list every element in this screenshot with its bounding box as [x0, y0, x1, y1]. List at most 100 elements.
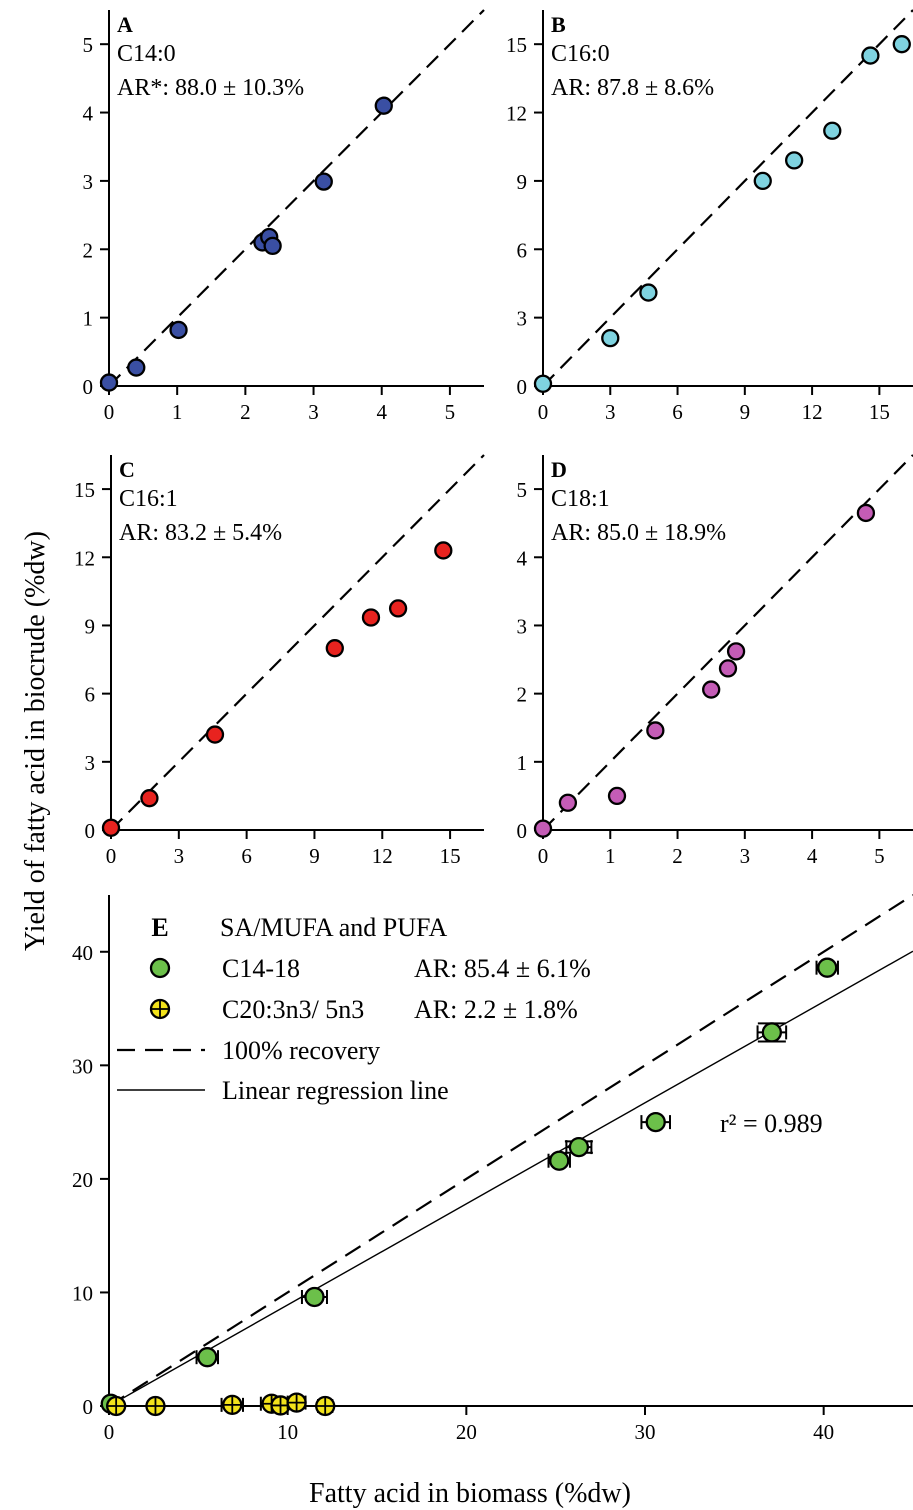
- x-tick-label-b: 0: [538, 400, 549, 424]
- legend-series-name: C20:3n3/ 5n3: [222, 995, 364, 1024]
- y-tick-label-b: 6: [517, 238, 528, 262]
- x-tick-label-a: 0: [104, 400, 115, 424]
- y-tick-label-d: 0: [517, 819, 528, 843]
- data-point-a: [99, 373, 119, 392]
- data-point-d: [607, 786, 627, 806]
- one-to-one-line-c: [110, 454, 485, 831]
- data-point-c: [101, 818, 121, 837]
- y-tick-label-c: 6: [85, 683, 96, 707]
- legend-series-ar: AR: 2.2 ± 1.8%: [414, 995, 578, 1024]
- legend-title: SA/MUFA and PUFA: [220, 913, 448, 942]
- x-tick-label-a: 3: [308, 400, 319, 424]
- x-tick-label-e: 0: [104, 1420, 115, 1444]
- x-tick-label-a: 2: [240, 400, 251, 424]
- x-tick-label-b: 6: [672, 400, 683, 424]
- data-point-d: [702, 680, 721, 699]
- panel-annotation-a: AR*: 88.0 ± 10.3%: [117, 75, 304, 101]
- y-tick-label-d: 1: [517, 751, 528, 775]
- y-tick-label-e: 10: [72, 1281, 93, 1305]
- legend-e: E SA/MUFA and PUFA C14-18 AR: 85.4 ± 6.1% C2…: [117, 913, 591, 1105]
- data-point-b: [785, 151, 804, 170]
- y-tick-label-b: 0: [517, 375, 528, 399]
- y-tick-label-a: 4: [83, 102, 94, 126]
- data-point-d: [856, 503, 876, 523]
- x-tick-label-a: 1: [172, 400, 183, 424]
- legend-line-name: 100% recovery: [222, 1036, 380, 1065]
- data-point-c: [388, 599, 408, 618]
- data-point-d: [718, 659, 738, 678]
- recovery-line: [108, 894, 913, 1407]
- legend-line-name: Linear regression line: [222, 1076, 449, 1105]
- data-point-d: [726, 642, 746, 661]
- y-tick-label-c: 3: [85, 751, 96, 775]
- data-point-a: [263, 236, 282, 256]
- y-tick-label-d: 2: [517, 683, 528, 707]
- y-tick-label-e: 20: [72, 1168, 93, 1192]
- x-tick-label-c: 3: [174, 844, 185, 868]
- y-tick-label-d: 3: [517, 614, 528, 638]
- y-tick-label-b: 3: [517, 307, 528, 331]
- legend-marker: [149, 957, 171, 979]
- y-tick-label-e: 0: [83, 1395, 94, 1419]
- x-tick-label-e: 40: [813, 1420, 834, 1444]
- panel-annotation-c: AR: 83.2 ± 5.4%: [119, 520, 282, 546]
- x-tick-label-d: 2: [672, 844, 683, 868]
- x-tick-label-c: 15: [440, 844, 461, 868]
- data-point-b: [892, 35, 911, 54]
- one-to-one-line-d: [542, 454, 913, 831]
- data-point-c: [205, 725, 225, 744]
- data-point-d: [533, 819, 553, 838]
- data-point-a: [127, 358, 146, 377]
- data-point-d: [646, 721, 665, 740]
- panel-c-chart: 0 3 6 9 12 15 0 3 6 9 12 15 C C16:1 AR: 83.2 ± 5.4%: [74, 454, 485, 868]
- y-tick-label-a: 0: [83, 375, 94, 399]
- y-tick-label-b: 12: [506, 102, 527, 126]
- x-tick-label-d: 4: [807, 844, 818, 868]
- legend-series-name: C14-18: [222, 954, 300, 983]
- y-tick-label-e: 30: [72, 1054, 93, 1078]
- panel-letter-a: A: [117, 12, 133, 37]
- data-point-b: [823, 121, 842, 140]
- one-to-one-line-b: [542, 9, 913, 387]
- data-point-c: [361, 608, 381, 627]
- y-tick-label-b: 15: [506, 33, 527, 57]
- x-tick-label-b: 12: [802, 400, 823, 424]
- x-tick-label-c: 9: [309, 844, 320, 868]
- panel-annotation-b: C16:0: [551, 41, 610, 67]
- data-point-a: [374, 96, 393, 115]
- data-point-c14-18: [761, 1022, 783, 1043]
- y-tick-label-d: 5: [517, 478, 528, 502]
- data-point-b: [861, 46, 880, 65]
- data-point-c14-18: [304, 1286, 325, 1308]
- data-point-c14-18: [197, 1347, 218, 1368]
- panel-annotation-b: AR: 87.8 ± 8.6%: [551, 75, 714, 101]
- x-tick-label-c: 6: [241, 844, 252, 868]
- panel-annotation-c: C16:1: [119, 486, 178, 512]
- y-tick-label-c: 9: [85, 614, 96, 638]
- x-tick-label-b: 9: [740, 400, 751, 424]
- data-point-b: [533, 374, 553, 393]
- x-tick-label-d: 3: [740, 844, 751, 868]
- data-point-b: [601, 328, 620, 348]
- x-tick-label-e: 10: [277, 1420, 298, 1444]
- y-tick-label-e: 40: [72, 941, 93, 965]
- y-axis-title: Yield of fatty acid in biocrude (%dw): [20, 531, 51, 951]
- x-tick-label-d: 5: [874, 844, 885, 868]
- data-point-b: [639, 283, 658, 302]
- x-tick-label-a: 5: [445, 400, 456, 424]
- x-tick-label-b: 15: [869, 400, 890, 424]
- y-tick-label-c: 12: [74, 546, 95, 570]
- one-to-one-line-a: [108, 9, 485, 387]
- panel-annotation-d: AR: 85.0 ± 18.9%: [551, 520, 726, 546]
- panel-letter-c: C: [119, 457, 135, 482]
- y-tick-label-a: 3: [83, 170, 94, 194]
- y-tick-label-a: 5: [83, 33, 94, 57]
- data-point-a: [169, 320, 188, 340]
- y-tick-label-d: 4: [517, 546, 528, 570]
- x-tick-label-c: 0: [106, 844, 117, 868]
- panel-letter-d: D: [551, 457, 567, 482]
- x-tick-label-e: 30: [635, 1420, 656, 1444]
